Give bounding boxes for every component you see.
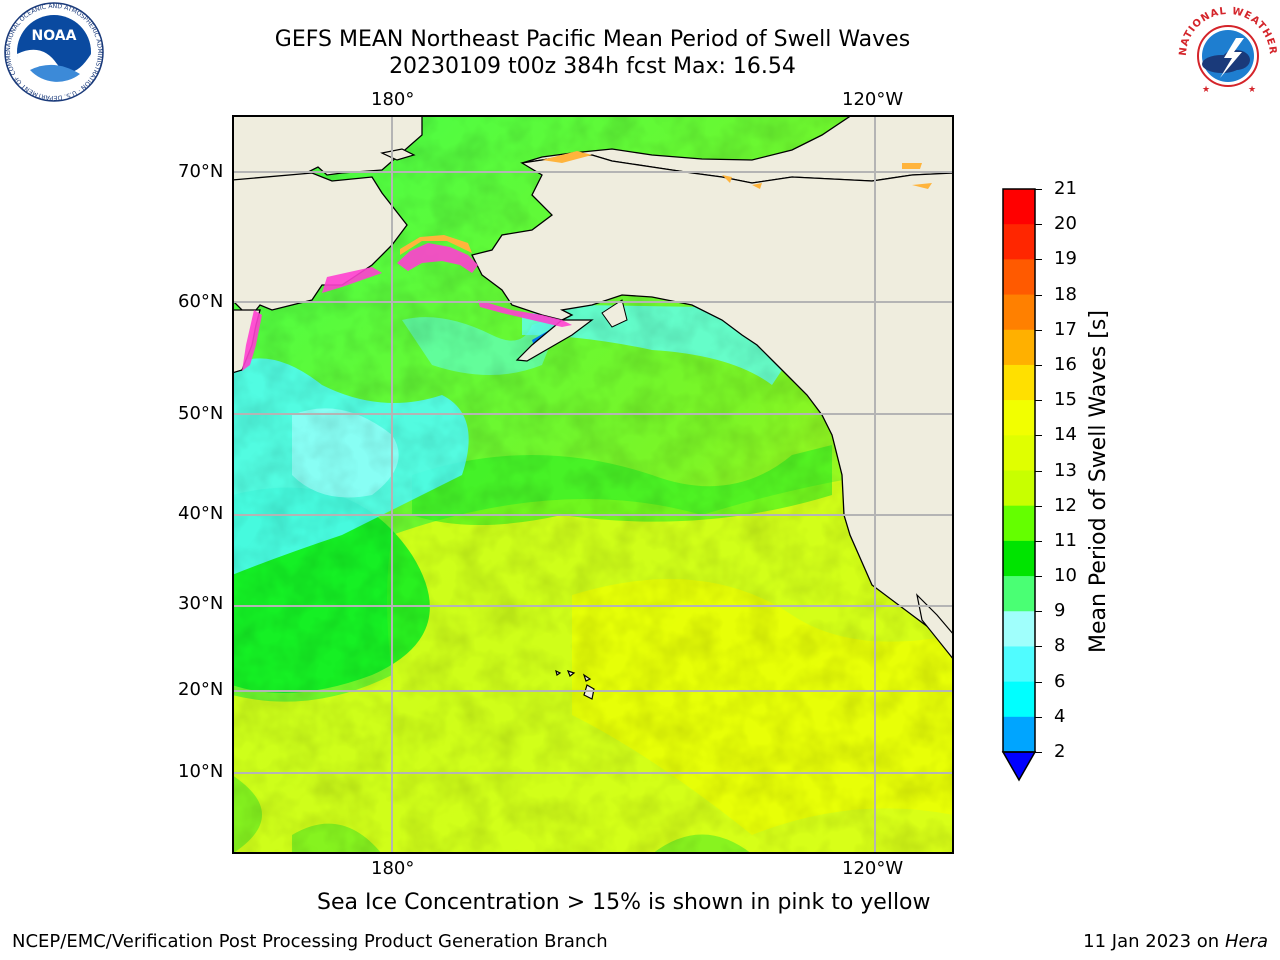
colorbar-tick-label: 13 [1054,459,1077,481]
colorbar-tick-label: 12 [1054,494,1077,516]
colorbar-cell [1003,470,1035,507]
colorbar-cell [1003,364,1035,401]
colorbar-tick-mark [1035,716,1042,718]
colorbar-tick-mark [1035,752,1042,753]
colorbar-tick-label: 8 [1054,635,1066,657]
svg-text:★: ★ [1248,85,1256,95]
colorbar-tick-mark [1035,364,1042,366]
lat-label: 60°N [178,291,224,312]
chart-title: GEFS MEAN Northeast Pacific Mean Period … [274,27,911,52]
lat-label: 20°N [178,679,224,700]
colorbar-tick-label: 11 [1054,529,1077,551]
colorbar-tick-label: 19 [1054,248,1077,270]
lat-label: 50°N [178,403,224,424]
colorbar-tick-mark [1035,224,1042,226]
colorbar-tick-mark [1035,400,1042,402]
colorbar-tick-mark [1035,611,1042,613]
footer-left: NCEP/EMC/Verification Post Processing Pr… [12,931,608,952]
colorbar-cell [1003,540,1035,577]
footer-right: 11 Jan 2023 on Hera [1083,931,1268,952]
colorbar-cell [1003,681,1035,718]
colorbar-cell [1003,646,1035,683]
colorbar-cell [1003,716,1035,753]
colorbar-tick-mark [1035,329,1042,331]
sea-ice-edge [397,243,478,273]
colorbar-tick-mark [1035,505,1042,507]
footer-date: 11 Jan 2023 on [1083,931,1225,952]
colorbar-label: Mean Period of Swell Waves [s] [1086,310,1111,653]
chart-subtitle: 20230109 t00z 384h fcst Max: 16.54 [389,54,796,79]
colorbar-tick-label: 9 [1054,600,1066,622]
top-lon-label: 120°W [842,89,904,110]
colorbar-tick-mark [1035,540,1042,542]
bottom-lon-label: 120°W [842,858,904,879]
colorbar-tick-label: 4 [1054,705,1066,727]
top-lon-label: 180° [371,89,415,110]
colorbar-tick-mark [1035,259,1042,261]
colorbar-tick-label: 21 [1054,178,1077,199]
colorbar-cell [1003,329,1035,366]
colorbar-tick-label: 14 [1054,424,1077,446]
svg-text:★: ★ [1202,85,1210,95]
colorbar-tick-label: 6 [1054,670,1066,692]
colorbar-tick-label: 10 [1054,565,1077,587]
colorbar-cell [1003,435,1035,471]
colorbar-tick-mark [1035,294,1042,296]
bottom-lon-label: 180° [371,858,415,879]
colorbar-tick-label: 18 [1054,283,1077,305]
colorbar-cell [1003,294,1035,331]
lat-label: 10°N [178,761,224,782]
colorbar-tick-mark [1035,576,1042,578]
colorbar-tick-label: 17 [1054,318,1077,340]
colorbar-tick-mark [1035,646,1042,648]
footer-host: Hera [1224,931,1268,952]
colorbar-cell [1003,611,1035,647]
sea-ice-edge [400,235,472,255]
land-north-america [471,154,954,662]
sea-ice-note: Sea Ice Concentration > 15% is shown in … [317,890,931,915]
noaa-logo-text: NOAA [32,28,77,44]
colorbar-cell [1003,259,1035,296]
colorbar-tick-mark [1035,189,1042,190]
lat-label: 40°N [178,503,224,524]
colorbar-tick-label: 2 [1054,741,1066,762]
nws-logo: NATIONAL WEATHER SERVICE ★ ★ [1176,2,1277,101]
lat-label: 70°N [178,161,224,182]
colorbar-cell [1003,224,1035,260]
colorbar-tick-mark [1035,470,1042,472]
colorbar-tick-mark [1035,681,1042,683]
map-frame [232,115,954,854]
land-hawaii [555,669,595,700]
map-panel [232,115,954,854]
colorbar-cell [1003,400,1035,436]
graticule [232,115,954,854]
colorbar-tick-mark [1035,435,1042,437]
colorbar-cell [1003,505,1035,542]
colorbar-tick-label: 16 [1054,353,1077,375]
noaa-logo: NATIONAL OCEANIC AND ATMOSPHERIC ADMINIS… [2,2,104,102]
lat-label: 30°N [178,593,224,614]
colorbar-tick-label: 15 [1054,389,1077,411]
colorbar-cell [1003,189,1035,225]
colorbar [1001,188,1037,782]
colorbar-tick-label: 20 [1054,213,1077,235]
colorbar-cell [1003,576,1035,612]
